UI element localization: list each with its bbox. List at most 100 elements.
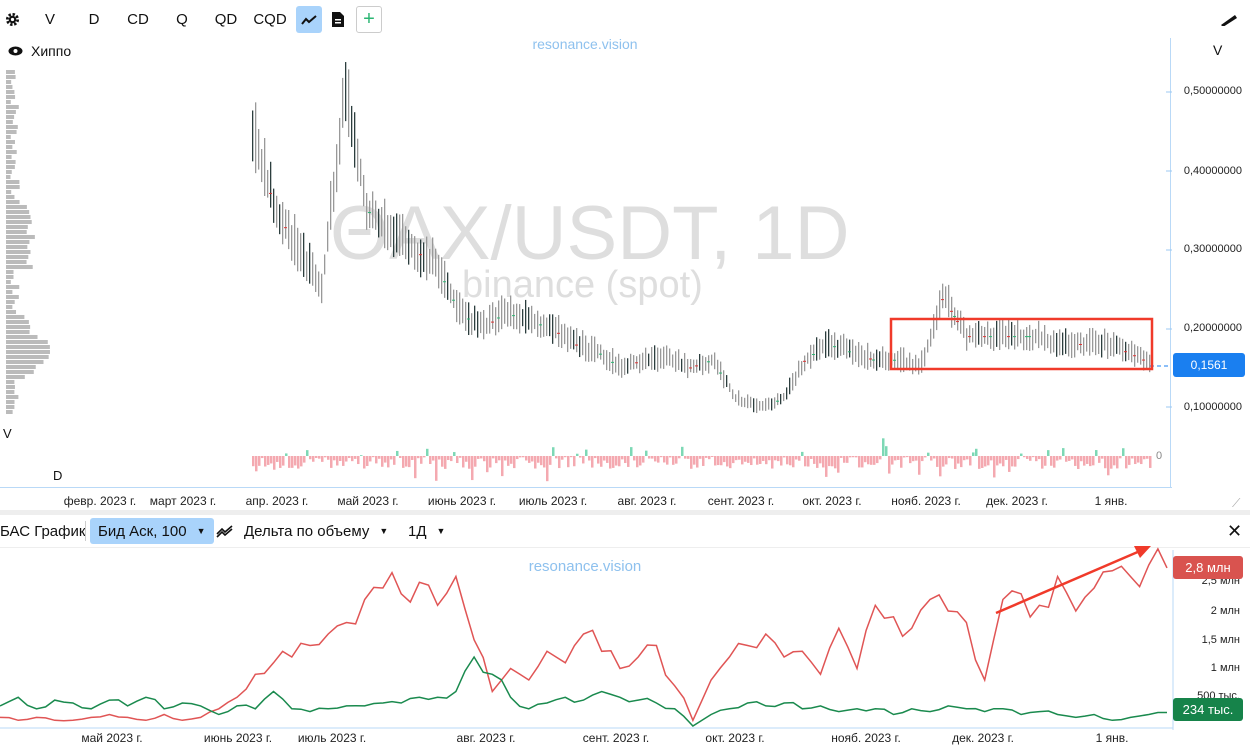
candle (648, 353, 650, 367)
candle (462, 298, 464, 324)
toolbar-q[interactable]: Q (176, 11, 188, 28)
timeframe-dropdown[interactable]: 1Д ▼ (408, 518, 445, 544)
delta-bar (813, 456, 816, 464)
candle-mark (953, 315, 956, 317)
resize-handle[interactable]: ⟋ (1232, 496, 1241, 510)
candle (888, 352, 890, 371)
candle (444, 260, 446, 298)
delta-bar (753, 456, 756, 459)
green-value-badge: 234 тыс. (1173, 698, 1243, 721)
delta-bar (348, 456, 351, 459)
candle-mark (452, 299, 455, 301)
delta-bar (534, 456, 537, 469)
candle (711, 354, 713, 366)
candle (351, 105, 353, 147)
candle (810, 344, 812, 369)
candle (738, 390, 740, 406)
toolbar-d[interactable]: D (88, 11, 100, 28)
profile-bar (6, 265, 33, 269)
compare-icon[interactable] (216, 518, 233, 544)
chart-type-button[interactable] (296, 6, 322, 33)
profile-bar (6, 150, 17, 154)
candle-mark (872, 359, 875, 361)
time-label: дек. 2023 г. (986, 494, 1048, 508)
delta-bar (282, 456, 285, 466)
main-chart-area[interactable] (0, 36, 1172, 488)
candle (720, 361, 722, 381)
indicator-hippo[interactable]: Хиппо (8, 43, 71, 59)
delta-bar (714, 456, 717, 466)
profile-label-d: D (53, 468, 63, 483)
delta-bar (333, 456, 336, 461)
delta-bar (606, 456, 609, 463)
add-button[interactable]: + (356, 6, 382, 33)
candle (432, 237, 434, 275)
document-button[interactable] (328, 6, 348, 33)
candle (501, 295, 503, 330)
toolbar-v[interactable]: V (44, 11, 55, 28)
candle (507, 302, 509, 327)
delta-bar (867, 456, 870, 465)
panel-divider[interactable] (0, 510, 1250, 515)
delta-bar (1056, 456, 1059, 461)
delta-bar (396, 450, 399, 456)
candle (804, 355, 806, 372)
delta-bar (447, 456, 450, 461)
time-label: нояб. 2023 г. (831, 731, 901, 745)
delta-bar (747, 456, 750, 463)
delta-bar (441, 456, 444, 467)
candle (402, 213, 404, 255)
delta-bar (765, 456, 768, 465)
candle (276, 195, 278, 228)
delta-bar (888, 456, 891, 474)
metric-dropdown[interactable]: Дельта по объему ▼ (244, 518, 388, 544)
delta-bar (621, 456, 624, 460)
close-icon[interactable]: ✕ (1227, 520, 1243, 541)
delta-bar (921, 456, 924, 462)
settings-button[interactable] (2, 6, 22, 33)
delta-bar (378, 456, 381, 459)
candle (705, 357, 707, 371)
delta-histogram (252, 438, 1152, 482)
delta-bar (1110, 456, 1113, 469)
candle (1026, 327, 1028, 351)
candle-mark (833, 346, 836, 348)
delta-bar (1044, 456, 1047, 466)
candle (396, 213, 398, 253)
candle (1098, 334, 1100, 355)
candle (1020, 329, 1022, 344)
toolbar-qd[interactable]: QD (214, 11, 238, 28)
caret-down-icon: ▼ (379, 526, 389, 536)
delta-bar (708, 456, 711, 460)
delta-bar (939, 456, 942, 477)
delta-bar (672, 456, 675, 465)
candle (759, 401, 761, 411)
candle (789, 377, 791, 395)
candle (1149, 354, 1151, 373)
delta-bar (885, 446, 888, 456)
candle (915, 354, 917, 372)
candle-mark (491, 321, 494, 323)
candle (321, 273, 323, 304)
delta-bar (285, 453, 288, 456)
candle-mark (467, 318, 470, 320)
delta-bar (657, 456, 660, 463)
ruler-button[interactable] (1220, 12, 1238, 31)
profile-bar (6, 225, 28, 229)
candle (1011, 321, 1013, 346)
profile-bar (6, 110, 16, 114)
toolbar-cd[interactable]: CD (127, 11, 149, 28)
delta-bar (387, 456, 390, 468)
delta-bar (1149, 456, 1152, 468)
ruler-icon (1221, 15, 1237, 27)
delta-bar (852, 456, 855, 458)
toolbar-cqd[interactable]: CQD (253, 11, 287, 28)
delta-bar (651, 456, 654, 459)
delta-bar (1104, 456, 1107, 469)
delta-bar (642, 456, 645, 463)
ytick: 1,5 млн (1201, 634, 1240, 646)
delta-bar (537, 456, 540, 463)
mode-dropdown[interactable]: Бид Аск, 100 ▼ (90, 518, 214, 544)
candle (621, 359, 623, 378)
candle (768, 397, 770, 410)
